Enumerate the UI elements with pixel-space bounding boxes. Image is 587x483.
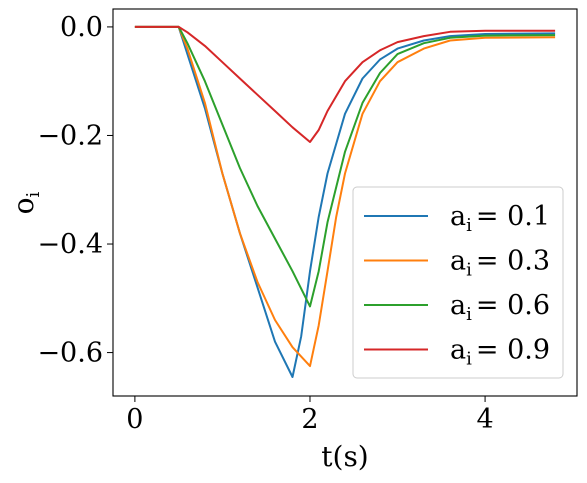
legend-label-var: a <box>450 201 466 232</box>
y-tick-label: 0.0 <box>60 12 103 43</box>
series-line-2 <box>134 25 556 368</box>
legend-frame <box>352 186 564 379</box>
legend-label-var: a <box>450 246 466 277</box>
x-tick-label: 0 <box>126 404 143 435</box>
y-tick-label: −0.6 <box>37 338 103 369</box>
legend-label-1: ai = 0.1 <box>450 201 550 236</box>
legend-label-sub: i <box>466 304 472 325</box>
y-axis-ticks: 0.0 −0.2 −0.4 −0.6 <box>37 12 113 369</box>
x-tick-label: 2 <box>301 404 318 435</box>
legend-label-2: ai = 0.3 <box>450 246 550 281</box>
y-axis-title-var: o <box>7 197 40 214</box>
y-axis-title-sub: i <box>23 191 44 197</box>
y-axis-title: oi <box>7 191 44 214</box>
x-axis-ticks: 0 2 4 <box>126 396 494 435</box>
legend-label-4: ai = 0.9 <box>450 335 550 370</box>
legend-label-3: ai = 0.6 <box>450 290 550 325</box>
series-line-4 <box>134 25 556 143</box>
legend-label-sub: i <box>466 260 472 281</box>
plot-frame <box>112 8 578 397</box>
legend-label-value: = 0.3 <box>476 246 550 277</box>
series-line-3 <box>134 25 556 308</box>
y-tick-label: −0.4 <box>37 229 103 260</box>
y-tick-label: −0.2 <box>37 120 103 151</box>
legend-label-var: a <box>450 335 466 366</box>
legend-label-sub: i <box>466 215 472 236</box>
x-tick-label: 4 <box>476 404 493 435</box>
legend-label-sub: i <box>466 349 472 370</box>
legend: ai = 0.1ai = 0.3ai = 0.6ai = 0.9 <box>352 186 564 379</box>
plot-lines <box>134 25 556 378</box>
legend-label-value: = 0.6 <box>476 290 550 321</box>
legend-label-var: a <box>450 290 466 321</box>
legend-label-value: = 0.9 <box>476 335 550 366</box>
legend-label-value: = 0.1 <box>476 201 550 232</box>
x-axis-title: t(s) <box>321 440 368 473</box>
